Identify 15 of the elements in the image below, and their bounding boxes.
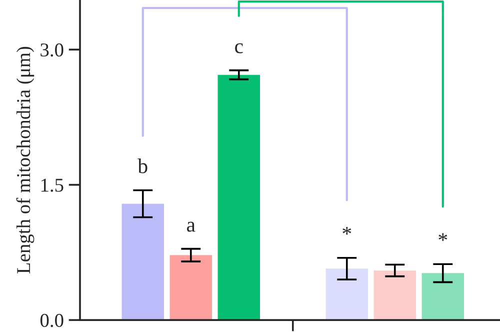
bar	[170, 255, 212, 320]
bar	[326, 268, 368, 320]
bar	[374, 270, 416, 320]
y-tick-label: 3.0	[40, 43, 64, 57]
data-label: c	[235, 43, 243, 54]
bar	[218, 74, 260, 320]
bar	[422, 273, 464, 320]
data-label: *	[342, 226, 352, 235]
bar	[122, 204, 164, 320]
y-axis-title: Length of mitochondria (μm)	[16, 46, 34, 274]
data-label: b	[138, 158, 148, 174]
y-tick-label: 1.5	[41, 178, 64, 192]
data-label: *	[438, 233, 448, 241]
data-label: a	[186, 222, 196, 232]
y-tick-label: 0.0	[40, 314, 64, 328]
